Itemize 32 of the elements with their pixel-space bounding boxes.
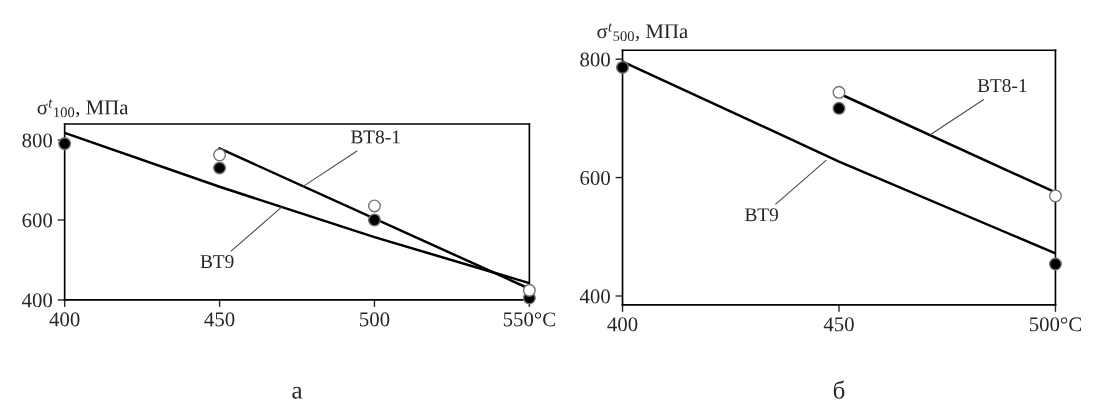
text: б (833, 380, 845, 399)
point (367, 199, 381, 213)
y-tick-label: 400 (579, 289, 610, 304)
text: а (292, 386, 303, 399)
annotation: ВТ8-1 (350, 130, 400, 144)
x-tick-label: 500 (360, 312, 390, 327)
annotation: ВТ9 (745, 208, 778, 222)
y-axis-title: σ$^{t}$$_{100}$, МПа (37, 99, 129, 118)
annotation: ВТ9 (200, 255, 234, 269)
point (213, 148, 227, 162)
annotation: ВТ8-1 (977, 78, 1027, 93)
x-tick-label: 400 (49, 312, 80, 327)
point (522, 283, 536, 297)
point (1048, 189, 1062, 203)
point (616, 60, 630, 74)
point (213, 161, 227, 175)
point (832, 101, 846, 115)
y-tick-label: 600 (580, 170, 610, 186)
x-tick-label: 500°C (1029, 317, 1082, 332)
x-tick-label: 450 (823, 317, 854, 332)
point (58, 137, 72, 151)
y-tick-label: 600 (22, 213, 53, 228)
point (367, 213, 381, 227)
y-tick-label: 800 (580, 52, 610, 67)
y-tick-label: 800 (22, 133, 53, 148)
y-tick-label: 400 (22, 293, 53, 308)
point (832, 85, 846, 99)
x-tick-label: 450 (204, 312, 235, 327)
y-axis-title: σ$^{t}$$_{500}$, МПа (597, 23, 688, 42)
x-tick-label: 550°C (503, 312, 555, 327)
point (1048, 257, 1062, 271)
x-tick-label: 400 (607, 317, 638, 332)
